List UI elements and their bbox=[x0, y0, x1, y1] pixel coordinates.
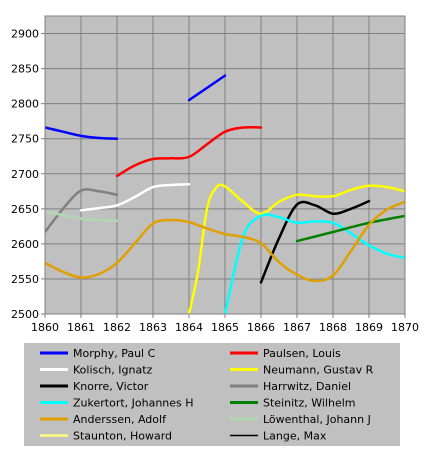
series-line-harrwitz-daniel bbox=[45, 188, 119, 234]
legend-label-neumann-gustav-r: Neumann, Gustav R bbox=[263, 364, 374, 377]
series-lines bbox=[45, 74, 405, 314]
y-tick-label: 2550 bbox=[11, 273, 39, 286]
x-tick-label: 1862 bbox=[103, 321, 131, 334]
y-tick-label: 2600 bbox=[11, 238, 39, 251]
series-line-kolisch-ignatz bbox=[79, 183, 191, 212]
legend-label-knorre-victor: Knorre, Victor bbox=[73, 380, 149, 393]
x-tick-label: 1868 bbox=[319, 321, 347, 334]
x-tick-label: 1869 bbox=[355, 321, 383, 334]
legend-label-morphy-paul-c: Morphy, Paul C bbox=[73, 347, 156, 360]
legend-label-lange-max: Lange, Max bbox=[263, 430, 327, 443]
x-tick-label: 1863 bbox=[139, 321, 167, 334]
series-line-anderssen-adolf bbox=[45, 200, 405, 283]
x-tick-label: 1864 bbox=[175, 321, 203, 334]
legend-label-staunton-howard: Staunton, Howard bbox=[73, 430, 172, 443]
x-tick-label: 1861 bbox=[67, 321, 95, 334]
x-tick-label: 1860 bbox=[31, 321, 59, 334]
legend-label-kolisch-ignatz: Kolisch, Ignatz bbox=[73, 364, 153, 377]
x-tick-label: 1870 bbox=[391, 321, 419, 334]
legend: Morphy, Paul C Paulsen, Louis Kolisch, Ign… bbox=[40, 347, 374, 443]
y-tick-label: 2500 bbox=[11, 308, 39, 321]
y-tick-label: 2900 bbox=[11, 28, 39, 41]
legend-label-steinitz-wilhelm: Steinitz, Wilhelm bbox=[263, 397, 356, 410]
legend-label-l-wenthal-johann-j: Löwenthal, Johann J bbox=[263, 413, 371, 426]
x-axis: 1860 1861 1862 1863 1864 1865 1866 1867 1868 1869… bbox=[31, 314, 419, 334]
legend-label-harrwitz-daniel: Harrwitz, Daniel bbox=[263, 380, 351, 393]
series-line-zukertort-johannes-h bbox=[223, 213, 405, 314]
series-line-l-wenthal-johann-j bbox=[45, 210, 119, 222]
x-tick-label: 1866 bbox=[247, 321, 275, 334]
legend-label-paulsen-louis: Paulsen, Louis bbox=[263, 347, 341, 360]
legend-label-anderssen-adolf: Anderssen, Adolf bbox=[73, 413, 167, 426]
series-line-knorre-victor bbox=[259, 199, 371, 284]
series-line-steinitz-wilhelm bbox=[295, 214, 405, 243]
y-tick-label: 2750 bbox=[11, 133, 39, 146]
x-tick-label: 1865 bbox=[211, 321, 239, 334]
y-tick-label: 2850 bbox=[11, 63, 39, 76]
x-tick-label: 1867 bbox=[283, 321, 311, 334]
legend-box bbox=[24, 343, 400, 446]
y-axis: 2500 2550 2600 2650 2700 2750 2800 2850 2900 bbox=[11, 28, 45, 321]
series-line-paulsen-louis bbox=[115, 125, 263, 178]
y-tick-label: 2650 bbox=[11, 203, 39, 216]
legend-label-zukertort-johannes-h: Zukertort, Johannes H bbox=[73, 397, 194, 410]
series-line-morphy-paul-c bbox=[187, 74, 227, 102]
y-tick-label: 2800 bbox=[11, 98, 39, 111]
series-line-morphy-paul-c bbox=[45, 126, 119, 140]
y-tick-label: 2700 bbox=[11, 168, 39, 181]
series-line-neumann-gustav-r bbox=[187, 183, 405, 314]
